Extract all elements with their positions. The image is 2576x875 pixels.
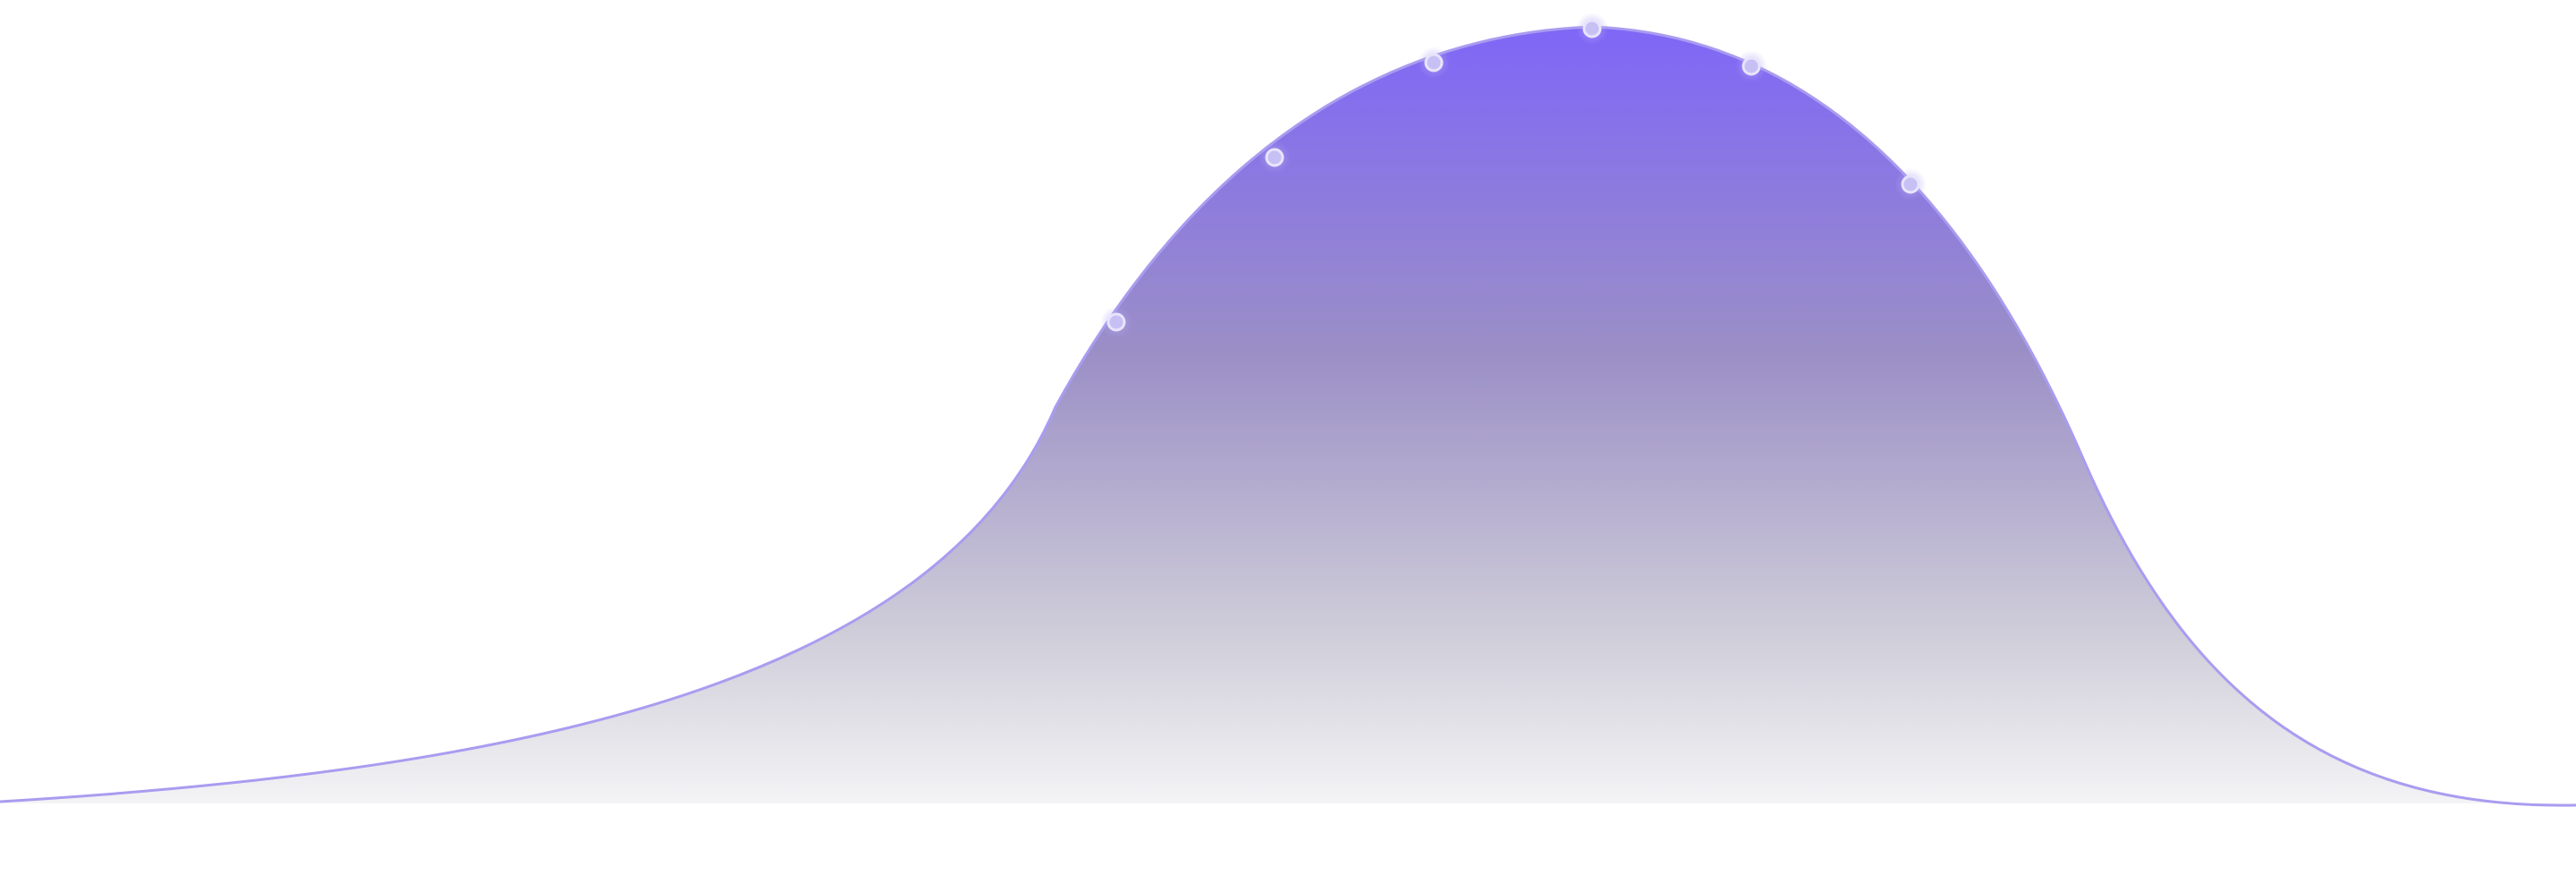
marker-dot-4 (1576, 13, 1608, 45)
curve-line (0, 25, 2576, 807)
marker-dot-5 (1735, 50, 1767, 82)
marker-dot-6 (1894, 168, 1927, 200)
marker-dot-3 (1418, 47, 1450, 79)
marker-dot-2 (1258, 141, 1291, 174)
marker-lines (1115, 29, 1911, 868)
marker-dots (1100, 13, 1927, 338)
curve-area (0, 27, 2576, 806)
marker-dot-1 (1100, 306, 1132, 338)
